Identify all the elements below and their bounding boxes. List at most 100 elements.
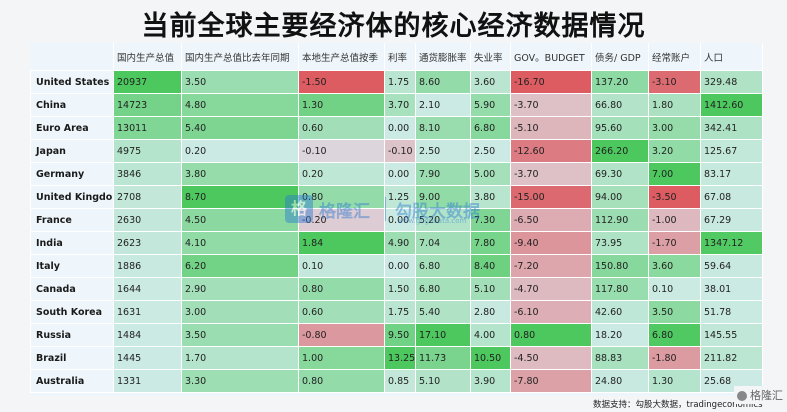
cell-6: 6.80	[470, 116, 511, 140]
cell-7: -6.10	[510, 300, 592, 324]
table-row: South Korea 1631 3.00 0.60 1.75 5.40 2.80 -6.10…	[30, 300, 763, 324]
cell-3: 0.60	[298, 300, 385, 324]
cell-8: 137.20	[591, 70, 649, 94]
cell-10: 51.78	[700, 300, 763, 324]
cell-6: 7.30	[470, 208, 511, 232]
cell-6: 3.80	[470, 185, 511, 209]
country-name: Germany	[30, 162, 114, 186]
cell-7: -6.50	[510, 208, 592, 232]
cell-2: 2.90	[181, 277, 299, 301]
cell-8: 66.80	[591, 93, 649, 117]
cell-3: 1.84	[298, 231, 385, 255]
cell-5: 6.80	[415, 254, 471, 278]
cell-10: 145.55	[700, 323, 763, 347]
cell-9: 3.00	[648, 116, 701, 140]
table-row: Brazil 1445 1.70 1.00 13.25 11.73 10.50 -4.50 88…	[30, 346, 763, 370]
cell-4: 0.00	[384, 116, 416, 140]
cell-8: 69.30	[591, 162, 649, 186]
cell-5: 6.80	[415, 277, 471, 301]
cell-5: 11.73	[415, 346, 471, 370]
country-name: China	[30, 93, 114, 117]
cell-8: 94.00	[591, 185, 649, 209]
table-row: Russia 1484 3.50 -0.80 9.50 17.10 4.00 0.80 18.2…	[30, 323, 763, 347]
table-row: France 2630 4.50 -0.20 0.00 5.20 7.30 -6.50 112.…	[30, 208, 763, 232]
cell-10: 125.67	[700, 139, 763, 163]
cell-3: 0.80	[298, 277, 385, 301]
cell-5: 17.10	[415, 323, 471, 347]
cell-1: 2630	[113, 208, 182, 232]
cell-6: 4.00	[470, 323, 511, 347]
cell-8: 112.90	[591, 208, 649, 232]
column-header-5: 通货膨胀率	[415, 43, 471, 71]
cell-6: 10.50	[470, 346, 511, 370]
column-header-1: 国内生产总值	[113, 43, 182, 71]
country-name: United States	[30, 70, 114, 94]
cell-2: 3.50	[181, 70, 299, 94]
cell-3: 1.30	[298, 93, 385, 117]
table-header-row: 国内生产总值 国内生产总值比去年同期 本地生产总值按季 利率 通货膨胀率 失业率 GOV。B…	[30, 43, 763, 71]
cell-1: 20937	[113, 70, 182, 94]
cell-4: 0.00	[384, 162, 416, 186]
cell-10: 83.17	[700, 162, 763, 186]
cell-3: -1.50	[298, 70, 385, 94]
cell-9: 0.10	[648, 277, 701, 301]
cell-2: 3.00	[181, 300, 299, 324]
cell-9: 3.50	[648, 300, 701, 324]
corner-badge-text: 格隆汇	[750, 389, 783, 402]
cell-5: 8.60	[415, 70, 471, 94]
cell-2: 4.10	[181, 231, 299, 255]
country-name: United Kingdom	[30, 185, 114, 209]
table-row: United Kingdom27088.700.801.259.003.80-1…	[30, 185, 763, 209]
table-row: Germany 3846 3.80 0.20 0.00 7.90 5.00 -3.70 69.3…	[30, 162, 763, 186]
cell-6: 2.80	[470, 300, 511, 324]
cell-6: 3.90	[470, 369, 511, 393]
cell-10: 1347.12	[700, 231, 763, 255]
cell-7: -7.80	[510, 369, 592, 393]
cell-7: -15.00	[510, 185, 592, 209]
country-name: South Korea	[30, 300, 114, 324]
country-name: Australia	[30, 369, 114, 393]
column-header-4: 利率	[384, 43, 416, 71]
table-body: United States 20937 3.50 -1.50 1.75 8.60 3.60-…	[30, 70, 763, 393]
cell-2: 4.80	[181, 93, 299, 117]
cell-1: 1631	[113, 300, 182, 324]
cell-2: 3.50	[181, 323, 299, 347]
economic-data-table: 国内生产总值 国内生产总值比去年同期 本地生产总值按季 利率 通货膨胀率 失业率 GOV。B…	[30, 43, 763, 393]
cell-9: -1.70	[648, 231, 701, 255]
cell-6: 7.80	[470, 231, 511, 255]
column-header-2: 国内生产总值比去年同期	[181, 43, 299, 71]
cell-7: -16.70	[510, 70, 592, 94]
cell-3: -0.10	[298, 139, 385, 163]
cell-4: 1.75	[384, 70, 416, 94]
table-row: Australia 1331 3.30 0.80 0.85 5.10 3.90 -7.80 24…	[30, 369, 763, 393]
cell-8: 24.80	[591, 369, 649, 393]
cell-3: 0.60	[298, 116, 385, 140]
cell-8: 150.80	[591, 254, 649, 278]
cell-3: 0.80	[298, 369, 385, 393]
cell-5: 5.10	[415, 369, 471, 393]
cell-9: 3.60	[648, 254, 701, 278]
cell-6: 5.90	[470, 93, 511, 117]
cell-8: 18.20	[591, 323, 649, 347]
cell-2: 3.30	[181, 369, 299, 393]
data-source-footer: 数据支持：勾股大数据，tradingeconomics	[593, 400, 763, 410]
cell-3: 0.20	[298, 162, 385, 186]
cell-1: 1484	[113, 323, 182, 347]
cell-7: -12.60	[510, 139, 592, 163]
cell-7: -9.40	[510, 231, 592, 255]
cell-1: 4975	[113, 139, 182, 163]
cell-8: 88.83	[591, 346, 649, 370]
cell-9: 3.20	[648, 139, 701, 163]
cell-4: 3.70	[384, 93, 416, 117]
column-header-10: 人口	[700, 43, 763, 71]
cell-6: 3.60	[470, 70, 511, 94]
cell-4: 9.50	[384, 323, 416, 347]
country-name: Euro Area	[30, 116, 114, 140]
cell-2: 6.20	[181, 254, 299, 278]
cell-2: 0.20	[181, 139, 299, 163]
cell-3: 1.00	[298, 346, 385, 370]
cell-8: 117.80	[591, 277, 649, 301]
cell-5: 5.40	[415, 300, 471, 324]
cell-9: 6.80	[648, 323, 701, 347]
cell-9: 1.30	[648, 369, 701, 393]
